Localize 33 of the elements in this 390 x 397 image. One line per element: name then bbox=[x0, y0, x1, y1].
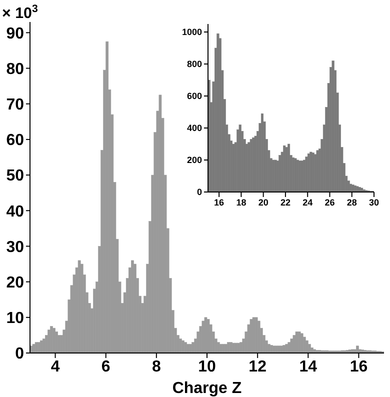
y-tick-label: 400 bbox=[186, 123, 202, 134]
y-tick-label: 800 bbox=[186, 59, 202, 70]
y-tick-label: 200 bbox=[186, 155, 202, 166]
y-tick-label: 0 bbox=[196, 187, 202, 198]
y-tick-label: 80 bbox=[6, 60, 24, 78]
x-tick-label: 14 bbox=[299, 358, 318, 376]
y-tick-label: 70 bbox=[6, 96, 24, 114]
x-tick-label: 6 bbox=[101, 358, 110, 376]
y-tick-label: 60 bbox=[6, 132, 24, 150]
x-tick-label: 8 bbox=[152, 358, 161, 376]
y-tick-label: 30 bbox=[6, 238, 24, 256]
x-tick-label: 22 bbox=[280, 197, 290, 208]
x-tick-label: 10 bbox=[198, 358, 216, 376]
y-tick-label: 20 bbox=[6, 274, 24, 292]
x-tick-label: 18 bbox=[236, 197, 246, 208]
x-tick-label: 16 bbox=[350, 358, 368, 376]
y-tick-label: 600 bbox=[186, 91, 202, 102]
y-tick-label: 90 bbox=[6, 25, 24, 42]
x-tick-label: 30 bbox=[368, 197, 380, 208]
x-tick-label: 28 bbox=[346, 197, 357, 208]
y-tick-label: 1000 bbox=[182, 27, 202, 38]
x-tick-label: 4 bbox=[50, 358, 60, 376]
x-tick-label: 16 bbox=[214, 197, 224, 208]
y-tick-label: 40 bbox=[6, 203, 24, 220]
annotation: × 10$^{3}$ bbox=[2, 3, 38, 22]
x-tick-label: 26 bbox=[324, 197, 335, 208]
y-tick-label: 0 bbox=[15, 346, 24, 363]
x-tick-label: 24 bbox=[302, 197, 313, 208]
x-axis-title: Charge Z bbox=[172, 380, 242, 397]
y-tick-label: 10 bbox=[6, 310, 24, 328]
x-tick-label: 20 bbox=[258, 197, 268, 208]
y-tick-label: 50 bbox=[6, 168, 24, 185]
x-tick-label: 12 bbox=[248, 358, 267, 376]
